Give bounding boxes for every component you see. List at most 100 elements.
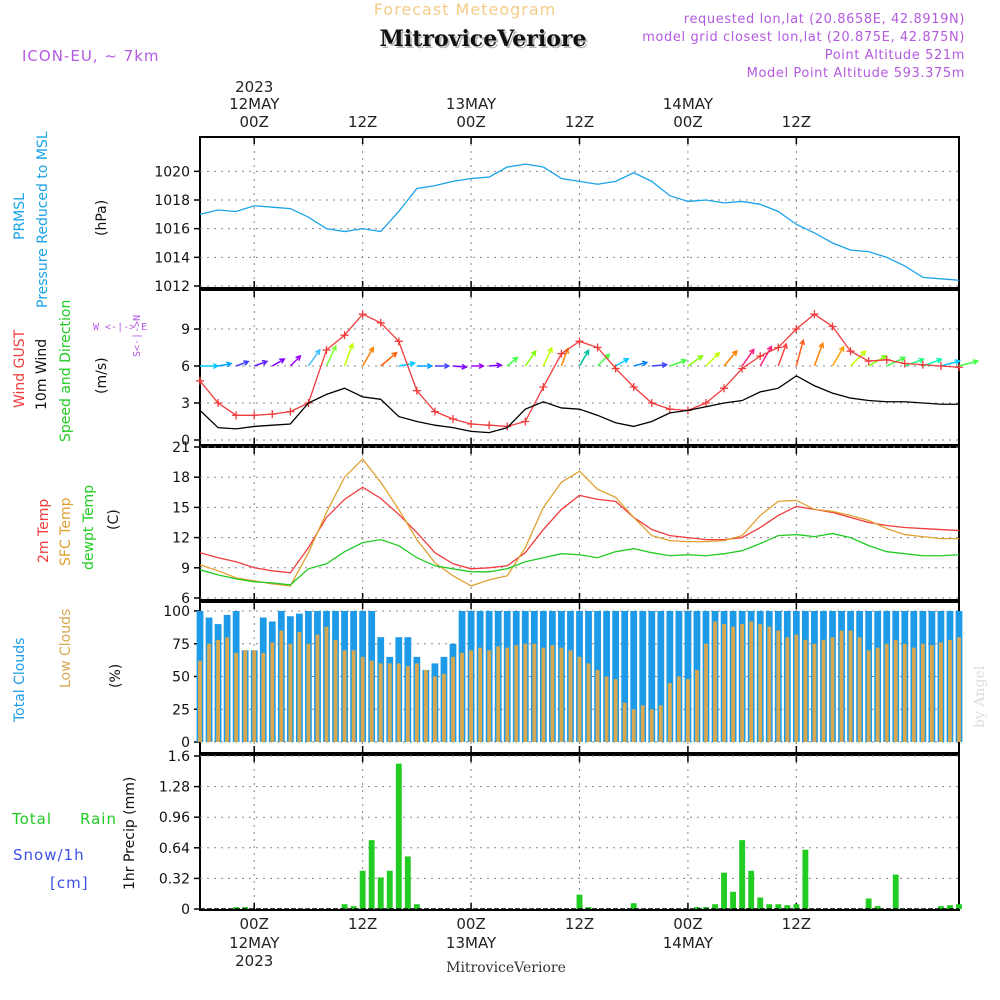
y-tick-label: 0.64 bbox=[159, 841, 190, 857]
wind-arrow bbox=[361, 347, 374, 367]
bar-low-clouds bbox=[342, 650, 347, 742]
gust-marker bbox=[376, 318, 385, 327]
p5-unit: 1hr Precip (mm) bbox=[122, 777, 138, 890]
y-tick-label: 0 bbox=[181, 433, 190, 449]
wind-arrow bbox=[235, 360, 249, 367]
wind-arrow-head bbox=[799, 338, 806, 346]
wind-arrow bbox=[524, 350, 537, 367]
gust-marker bbox=[810, 310, 819, 319]
y-tick-label: 25 bbox=[172, 702, 190, 718]
wind-arrow-head bbox=[623, 357, 630, 364]
bottom-date-label: 14MAY bbox=[663, 934, 714, 952]
bar-low-clouds bbox=[586, 663, 591, 742]
wind-arrow-head bbox=[279, 358, 286, 364]
wind-arrow bbox=[669, 359, 687, 367]
p5-label-snow: Snow/1h bbox=[13, 846, 85, 864]
y-tick-label: 0 bbox=[181, 902, 190, 918]
wind-arrow bbox=[289, 355, 301, 367]
bar-low-clouds bbox=[297, 631, 302, 742]
gust-marker bbox=[394, 337, 403, 346]
wind-arrow-head bbox=[547, 346, 553, 353]
bar-total-rain bbox=[368, 840, 375, 909]
wind-arrow bbox=[831, 346, 845, 367]
top-hour-label: 12Z bbox=[348, 113, 377, 131]
bar-low-clouds bbox=[667, 683, 672, 742]
bar-low-clouds bbox=[469, 650, 473, 742]
y-tick-label: 21 bbox=[172, 440, 190, 456]
bar-low-clouds bbox=[216, 639, 220, 742]
wind-arrow bbox=[560, 348, 569, 367]
wind-arrow bbox=[705, 352, 720, 367]
gust-marker bbox=[864, 357, 873, 366]
gust-marker bbox=[196, 376, 204, 385]
bar-low-clouds bbox=[911, 647, 916, 742]
bar-low-clouds bbox=[234, 652, 239, 742]
panel3-labels: 2m Temp SFC Temp dewpt Temp (C) bbox=[36, 485, 122, 570]
wind-arrow-head bbox=[261, 359, 269, 366]
wind-arrow-head bbox=[748, 348, 755, 355]
panel4-labels: Total Clouds Low Clouds (%) bbox=[12, 609, 124, 723]
bar-low-clouds bbox=[577, 656, 582, 742]
wind-arrow bbox=[687, 355, 703, 367]
gust-marker bbox=[467, 419, 476, 428]
y-tick-label: 6 bbox=[181, 591, 190, 607]
wind-arrow bbox=[723, 350, 738, 367]
gust-marker bbox=[503, 422, 512, 431]
wind-arrow bbox=[578, 350, 590, 367]
bar-total-rain bbox=[404, 856, 411, 909]
wind-arrow bbox=[904, 358, 924, 367]
bar-total-clouds bbox=[684, 611, 692, 742]
wind-arrow-head bbox=[226, 361, 233, 368]
gust-marker bbox=[250, 411, 259, 420]
gust-marker bbox=[792, 325, 801, 333]
y-tick-label: 1.6 bbox=[168, 749, 190, 765]
gust-marker bbox=[449, 415, 457, 424]
bar-low-clouds bbox=[550, 645, 555, 742]
y-tick-label: 1018 bbox=[154, 193, 190, 209]
bar-low-clouds bbox=[387, 663, 392, 742]
bar-total-rain bbox=[233, 907, 240, 909]
gust-marker bbox=[882, 355, 891, 364]
panel-2: 0 3 6 9 bbox=[181, 289, 980, 449]
gust-marker bbox=[430, 407, 439, 416]
bar-total-rain bbox=[576, 894, 583, 909]
bar-low-clouds bbox=[324, 626, 329, 742]
y-tick-label: 15 bbox=[172, 500, 190, 516]
bar-total-rain bbox=[341, 904, 348, 909]
bar-total-rain bbox=[947, 905, 953, 909]
bar-total-rain bbox=[874, 906, 881, 909]
panel5-labels: Total Rain Snow/1h [cm] 1hr Precip (mm) bbox=[11, 777, 138, 892]
wind-arrow-head bbox=[936, 357, 943, 364]
p5-label-total: Total bbox=[11, 810, 52, 828]
gust-marker bbox=[322, 345, 331, 354]
wind-arrow-head bbox=[697, 354, 704, 361]
bar-low-clouds bbox=[622, 702, 627, 742]
y-tick-label: 0.96 bbox=[159, 810, 190, 826]
gust-marker bbox=[557, 349, 566, 358]
p1-label-pressure: Pressure Reduced to MSL bbox=[35, 131, 51, 308]
bottom-hour-label: 00Z bbox=[240, 915, 269, 933]
bar-low-clouds bbox=[676, 676, 681, 742]
gust-marker bbox=[774, 343, 783, 352]
bar-total-rain bbox=[359, 870, 366, 909]
gust-marker bbox=[665, 405, 674, 414]
bar-low-clouds bbox=[595, 669, 600, 742]
p3-unit: (C) bbox=[106, 509, 122, 530]
wind-arrow bbox=[452, 365, 467, 368]
gust-marker bbox=[647, 399, 656, 407]
bar-low-clouds bbox=[496, 646, 501, 742]
y-tick-label: 9 bbox=[181, 561, 190, 577]
bar-total-rain bbox=[775, 904, 782, 909]
footer-location: MitroviceVeriore bbox=[446, 960, 566, 976]
bar-total-rain bbox=[377, 877, 384, 909]
wind-arrow bbox=[813, 343, 824, 367]
gust-marker bbox=[485, 421, 494, 430]
bar-total-rain bbox=[865, 898, 872, 909]
y-tick-label: 0.32 bbox=[159, 871, 190, 887]
bar-total-rain bbox=[630, 903, 637, 909]
bar-low-clouds bbox=[414, 663, 419, 742]
bottom-date-label: 12MAY bbox=[229, 934, 280, 952]
gust-marker bbox=[232, 411, 241, 420]
bar-low-clouds bbox=[252, 650, 257, 742]
bar-total-rain bbox=[721, 872, 728, 909]
